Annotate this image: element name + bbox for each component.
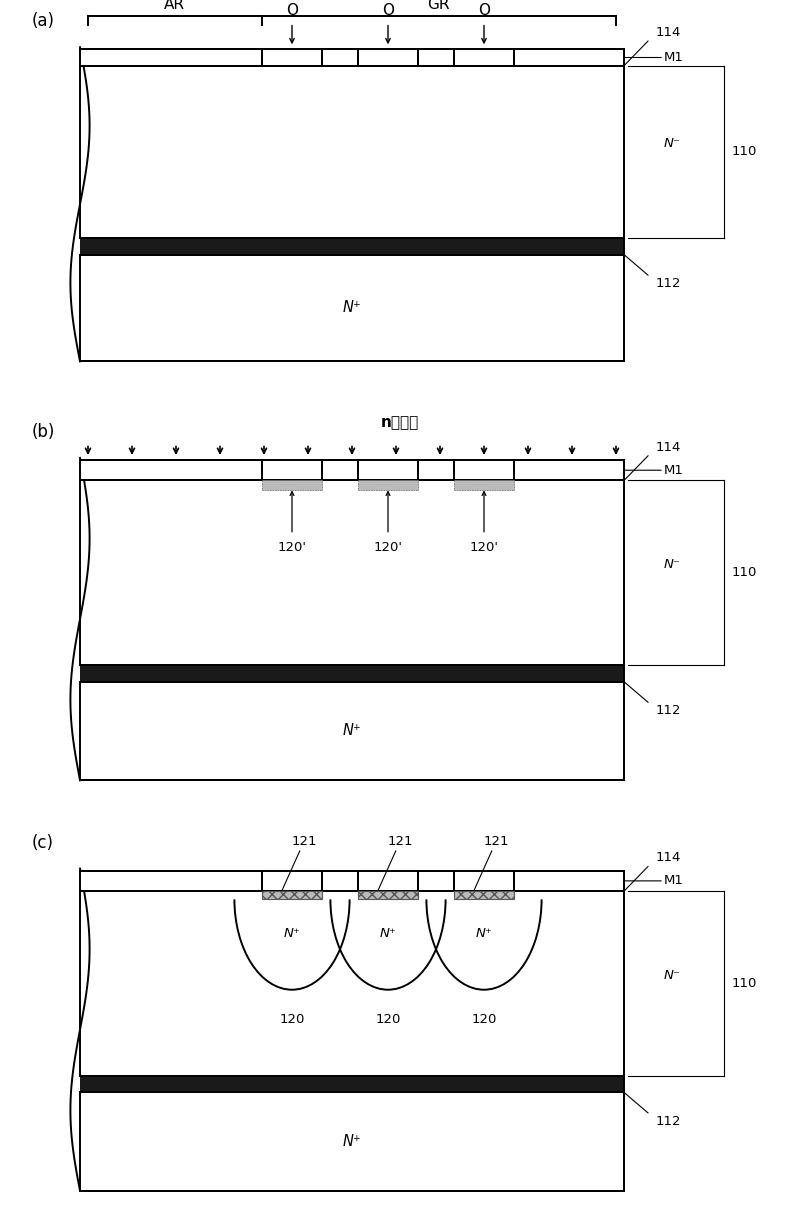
Text: GR: GR <box>427 0 450 12</box>
Text: 114: 114 <box>656 441 682 453</box>
Text: N⁺: N⁺ <box>379 928 397 940</box>
Text: 120: 120 <box>471 1013 497 1026</box>
Bar <box>322 460 358 480</box>
Text: 121: 121 <box>280 835 317 896</box>
Text: 110: 110 <box>732 145 758 159</box>
Bar <box>80 65 624 238</box>
Text: 112: 112 <box>656 705 682 717</box>
Text: 120: 120 <box>279 1013 305 1026</box>
Bar <box>80 49 262 65</box>
Text: O: O <box>382 4 394 18</box>
Bar <box>454 891 514 899</box>
Text: M1: M1 <box>624 875 684 887</box>
Text: (a): (a) <box>32 12 55 31</box>
Bar <box>514 460 624 480</box>
Text: N⁻: N⁻ <box>664 968 681 982</box>
Bar <box>418 49 454 65</box>
Text: 112: 112 <box>656 1115 682 1129</box>
Bar <box>514 871 624 891</box>
Bar <box>80 1093 624 1191</box>
Text: 121: 121 <box>376 835 413 896</box>
Text: M1: M1 <box>624 51 684 64</box>
Text: AR: AR <box>164 0 186 12</box>
Bar <box>418 871 454 891</box>
Bar <box>262 480 322 489</box>
Text: 120': 120' <box>374 541 402 554</box>
Text: O: O <box>478 4 490 18</box>
Bar <box>262 891 322 899</box>
Bar <box>80 871 262 891</box>
Text: n型杂质: n型杂质 <box>381 415 419 430</box>
Bar <box>80 255 624 361</box>
Bar <box>358 891 418 899</box>
Text: (c): (c) <box>32 834 54 851</box>
Text: 120': 120' <box>470 541 498 554</box>
Bar <box>80 1076 624 1093</box>
Text: 121: 121 <box>472 835 509 896</box>
Bar <box>454 480 514 489</box>
Text: 112: 112 <box>656 277 682 291</box>
Bar <box>80 665 624 681</box>
Text: N⁺: N⁺ <box>342 301 362 315</box>
Bar <box>514 49 624 65</box>
Text: 114: 114 <box>656 851 682 865</box>
Text: 114: 114 <box>656 26 682 39</box>
Text: M1: M1 <box>624 463 684 477</box>
Text: N⁺: N⁺ <box>283 928 301 940</box>
Text: N⁺: N⁺ <box>342 723 362 738</box>
Bar <box>322 49 358 65</box>
Text: 110: 110 <box>732 977 758 991</box>
Text: 120': 120' <box>278 541 306 554</box>
Bar <box>358 480 418 489</box>
Bar <box>418 460 454 480</box>
Bar <box>80 891 624 1076</box>
Bar <box>322 871 358 891</box>
Text: N⁺: N⁺ <box>475 928 493 940</box>
Text: N⁺: N⁺ <box>342 1135 362 1149</box>
Bar <box>80 238 624 255</box>
Bar <box>80 460 262 480</box>
Text: 110: 110 <box>732 567 758 579</box>
Bar <box>80 681 624 780</box>
Bar <box>80 480 624 665</box>
Text: O: O <box>286 4 298 18</box>
Text: 120: 120 <box>375 1013 401 1026</box>
Text: (b): (b) <box>32 423 55 441</box>
Text: N⁻: N⁻ <box>664 137 681 150</box>
Text: N⁻: N⁻ <box>664 558 681 572</box>
